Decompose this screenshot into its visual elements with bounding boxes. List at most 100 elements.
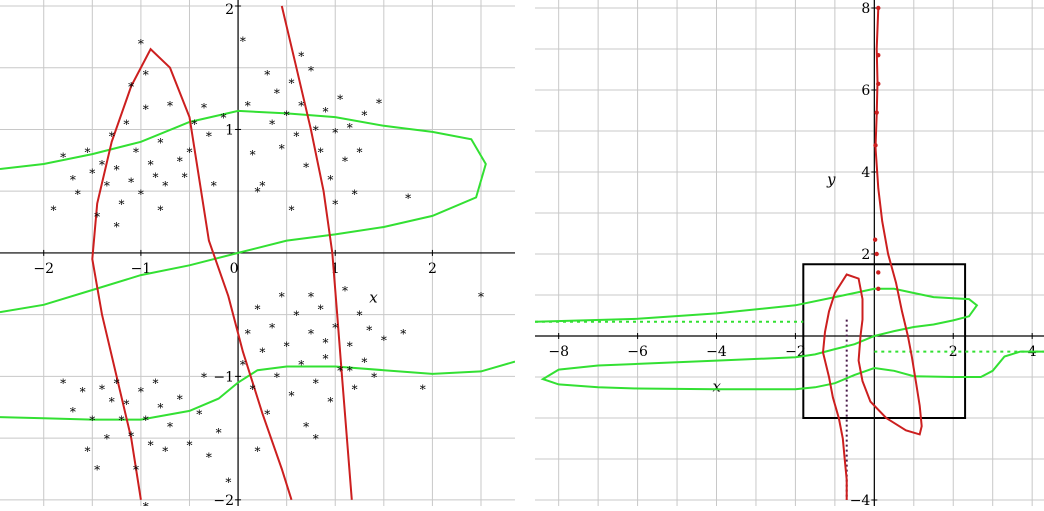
y-tick-label: 8 [861, 1, 870, 17]
star-point: * [298, 358, 304, 372]
curve-marker [876, 270, 881, 275]
star-point: * [357, 309, 363, 323]
star-point: * [279, 290, 285, 304]
star-point: * [114, 220, 120, 234]
star-point: * [313, 123, 319, 137]
star-point: * [94, 463, 100, 477]
star-point: * [381, 333, 387, 347]
star-point: * [293, 309, 299, 323]
star-point: * [420, 383, 426, 397]
star-point: * [303, 160, 309, 174]
star-point: * [143, 414, 149, 428]
star-point: * [157, 136, 163, 150]
x-tick-label: 0 [230, 261, 239, 277]
star-point: * [128, 175, 134, 189]
star-point: * [104, 179, 110, 193]
star-point: * [152, 377, 158, 391]
star-point: * [250, 148, 256, 162]
star-point: * [60, 377, 66, 391]
star-point: * [118, 414, 124, 428]
star-point: * [303, 420, 309, 434]
y-tick-label: −4 [850, 493, 871, 506]
star-point: * [216, 426, 222, 440]
star-point: * [284, 109, 290, 123]
star-point: * [347, 340, 353, 354]
star-point: * [298, 49, 304, 63]
star-point: * [206, 130, 212, 144]
grid [535, 0, 1044, 506]
star-point: * [143, 500, 149, 506]
star-point: * [259, 346, 265, 360]
star-point: * [225, 475, 231, 489]
star-point: * [255, 444, 261, 458]
grid [0, 0, 515, 506]
curve-marker [872, 237, 878, 242]
x-tick-label: −6 [627, 344, 648, 360]
star-point: * [99, 158, 105, 172]
star-point: * [118, 198, 124, 212]
star-point: * [371, 370, 377, 384]
star-point: * [337, 93, 343, 107]
star-point: * [182, 170, 188, 184]
curve-marker [873, 143, 878, 148]
star-point: * [269, 321, 275, 335]
star-point: * [162, 179, 168, 193]
star-point: * [240, 358, 246, 372]
star-point: * [293, 130, 299, 144]
star-point: * [323, 336, 329, 350]
star-point: * [274, 370, 280, 384]
x-tick-label: 2 [428, 261, 437, 277]
x-tick-label: −8 [548, 344, 569, 360]
star-point: * [50, 204, 56, 218]
star-point: * [186, 146, 192, 160]
star-point: * [84, 146, 90, 160]
star-point: * [342, 154, 348, 168]
star-point: * [405, 191, 411, 205]
y-axis-label: y [826, 170, 836, 188]
star-point: * [245, 99, 251, 113]
star-point: * [361, 109, 367, 123]
star-point: * [323, 352, 329, 366]
star-point: * [327, 395, 333, 409]
curve-marker [874, 251, 879, 257]
star-point: * [157, 204, 163, 218]
star-point: * [191, 117, 197, 131]
star-point: * [128, 80, 134, 94]
star-point: * [289, 389, 295, 403]
star-point: * [70, 173, 76, 187]
star-point: * [264, 68, 270, 82]
y-tick-label: 1 [225, 122, 234, 138]
right-plot-panel: −8 −6 −4 −2 2 4 −4 2 4 6 8 x y [534, 0, 1044, 509]
star-point: * [347, 364, 353, 378]
star-point: * [240, 35, 246, 49]
y-tick-label: −2 [213, 493, 234, 506]
star-point: * [318, 302, 324, 316]
star-point: * [143, 68, 149, 82]
star-point: * [167, 99, 173, 113]
curve-marker [876, 81, 881, 87]
star-point: * [162, 444, 168, 458]
star-point: * [308, 290, 314, 304]
y-tick-label: 2 [861, 247, 870, 263]
star-point: * [109, 395, 115, 409]
star-point: * [157, 401, 163, 415]
red-curve [821, 7, 923, 500]
star-point: * [342, 284, 348, 298]
curve-marker [876, 286, 881, 292]
x-tick-label: −1 [131, 261, 152, 277]
star-point: * [89, 167, 95, 181]
star-point: * [313, 432, 319, 446]
star-point: * [289, 77, 295, 91]
star-point: * [298, 99, 304, 113]
star-point: * [220, 111, 226, 125]
star-point: * [289, 204, 295, 218]
green-curve [0, 360, 516, 421]
star-point: * [123, 398, 129, 412]
star-point: * [89, 414, 95, 428]
zoom-box [802, 263, 967, 419]
star-point: * [376, 96, 382, 110]
star-point: * [114, 377, 120, 391]
y-tick-label: 6 [861, 83, 870, 99]
star-point: * [284, 340, 290, 354]
